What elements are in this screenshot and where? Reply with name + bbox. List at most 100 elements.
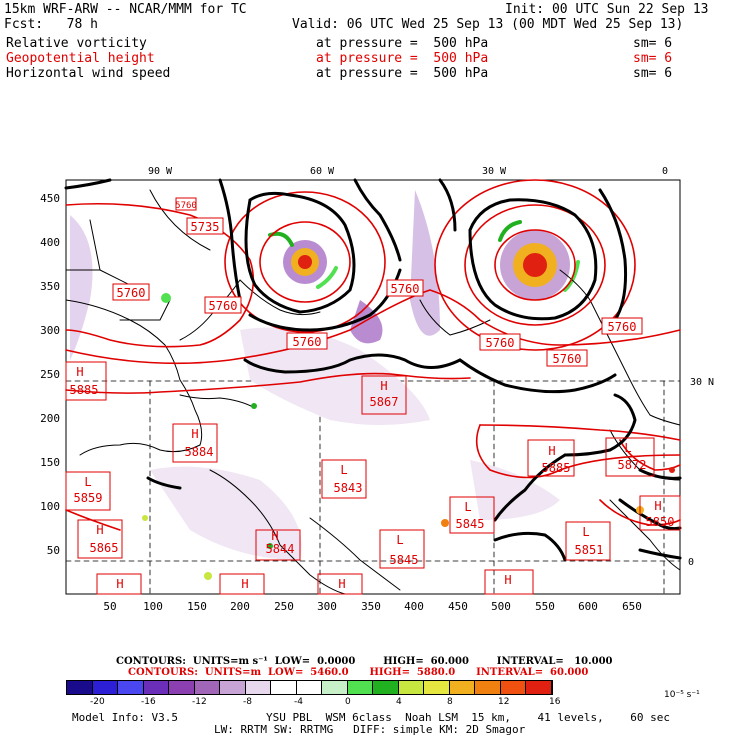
colorbar-swatch bbox=[220, 681, 246, 694]
colorbar-swatch bbox=[449, 681, 475, 694]
x-tick: 100 bbox=[143, 600, 163, 613]
colorbar-label: 8 bbox=[447, 697, 453, 707]
svg-text:L: L bbox=[624, 441, 631, 455]
height-label: 5760 bbox=[117, 286, 146, 300]
svg-text:H: H bbox=[76, 365, 83, 379]
y-tick: 300 bbox=[40, 324, 60, 337]
lon-label-60w: 60 W bbox=[310, 166, 335, 177]
x-tick: 350 bbox=[361, 600, 381, 613]
colorbar-swatch bbox=[143, 681, 169, 694]
y-tick: 350 bbox=[40, 280, 60, 293]
colorbar-label: -8 bbox=[243, 697, 252, 707]
y-tick: 450 bbox=[40, 192, 60, 205]
colorbar-label: 4 bbox=[396, 697, 402, 707]
y-tick: 150 bbox=[40, 456, 60, 469]
height-label: 5760 bbox=[391, 282, 420, 296]
field-3-level: at pressure = 500 hPa bbox=[316, 66, 489, 81]
colorbar-swatch bbox=[67, 681, 93, 694]
centre-box: H 5885 bbox=[527, 439, 575, 477]
svg-text:L: L bbox=[84, 475, 91, 489]
svg-text:L: L bbox=[582, 525, 589, 539]
field-1-level: at pressure = 500 hPa bbox=[316, 36, 489, 51]
height-label: 5760 bbox=[553, 352, 582, 366]
svg-text:H: H bbox=[654, 499, 661, 513]
y-tick: 100 bbox=[40, 500, 60, 513]
centre-box: H 5885 bbox=[65, 361, 107, 401]
y-tick: 250 bbox=[40, 368, 60, 381]
x-tick: 650 bbox=[622, 600, 642, 613]
colorbar-swatch bbox=[92, 681, 118, 694]
lat-label-30n: 30 N bbox=[690, 377, 714, 388]
init-time: Init: 00 UTC Sun 22 Sep 13 bbox=[505, 2, 709, 17]
svg-text:5885: 5885 bbox=[70, 383, 99, 397]
y-axis-ticks: 450 400 350 300 250 200 150 100 50 bbox=[40, 192, 60, 557]
svg-text:H: H bbox=[338, 577, 345, 591]
svg-text:H: H bbox=[116, 577, 123, 591]
field-3-name: Horizontal wind speed bbox=[6, 66, 171, 81]
svg-text:L: L bbox=[464, 500, 471, 514]
field-2-level: at pressure = 500 hPa bbox=[316, 51, 489, 66]
svg-text:5884: 5884 bbox=[185, 445, 214, 459]
vorticity-spots bbox=[142, 293, 675, 580]
x-tick: 150 bbox=[187, 600, 207, 613]
colorbar-label: 12 bbox=[498, 697, 510, 707]
coastlines bbox=[65, 189, 681, 595]
svg-text:H: H bbox=[191, 427, 198, 441]
valid-time: Valid: 06 UTC Wed 25 Sep 13 (00 MDT Wed … bbox=[292, 17, 684, 32]
centre-box: H bbox=[96, 573, 142, 595]
field-1-sm: sm= 6 bbox=[633, 36, 673, 51]
field-3-sm: sm= 6 bbox=[633, 66, 673, 81]
colorbar-swatch bbox=[475, 681, 501, 694]
centre-box: H 5867 bbox=[361, 375, 407, 415]
centre-box: H bbox=[317, 573, 363, 595]
svg-text:L: L bbox=[396, 533, 403, 547]
centre-box: H 5850 bbox=[639, 495, 681, 531]
vorticity-colorbar bbox=[66, 680, 553, 695]
svg-text:5872: 5872 bbox=[618, 458, 647, 472]
lon-label-30w: 30 W bbox=[482, 166, 507, 177]
field-2-sm: sm= 6 bbox=[633, 51, 673, 66]
centre-box: H 5865 bbox=[77, 519, 123, 559]
colorbar-swatch bbox=[526, 681, 552, 694]
svg-text:5885: 5885 bbox=[542, 461, 571, 475]
x-tick: 50 bbox=[103, 600, 116, 613]
height-contour-info: CONTOURS: UNITS=m LOW= 5460.0 HIGH= 5880… bbox=[128, 667, 589, 678]
svg-text:5843: 5843 bbox=[334, 481, 363, 495]
centre-box: L 5851 bbox=[565, 521, 611, 561]
colorbar-label: 0 bbox=[345, 697, 351, 707]
height-label-boxes: 5735 5760 5760 5760 5760 5760 5760 5760 … bbox=[112, 197, 643, 367]
colorbar-label: -16 bbox=[141, 697, 156, 707]
cyclone-core-east bbox=[498, 220, 580, 300]
colorbar-swatch bbox=[398, 681, 424, 694]
x-tick: 200 bbox=[230, 600, 250, 613]
svg-text:5844: 5844 bbox=[266, 542, 295, 556]
centre-box: H bbox=[484, 569, 534, 595]
lat-label-0: 0 bbox=[688, 557, 694, 568]
svg-text:5865: 5865 bbox=[90, 541, 119, 555]
centre-box: L 5872 bbox=[605, 437, 655, 477]
colorbar-swatch bbox=[347, 681, 373, 694]
colorbar-swatch bbox=[169, 681, 195, 694]
colorbar-swatch bbox=[500, 681, 526, 694]
x-tick: 500 bbox=[491, 600, 511, 613]
field-1-name: Relative vorticity bbox=[6, 36, 147, 51]
colorbar-swatch bbox=[194, 681, 220, 694]
centre-box: L 5859 bbox=[65, 471, 111, 511]
wind-contour-info: CONTOURS: UNITS=m s⁻¹ LOW= 0.0000 HIGH= … bbox=[116, 656, 613, 667]
colorbar-swatch bbox=[296, 681, 322, 694]
height-label: 5760 bbox=[209, 299, 238, 313]
x-tick: 300 bbox=[317, 600, 337, 613]
title: 15km WRF-ARW -- NCAR/MMM for TC bbox=[4, 2, 247, 17]
centre-box: L 5843 bbox=[321, 459, 367, 499]
physics-line-1: YSU PBL WSM 6class Noah LSM 15 km, 41 le… bbox=[266, 711, 670, 724]
lon-label-0: 0 bbox=[662, 166, 668, 177]
height-label: 5735 bbox=[191, 220, 220, 234]
height-label: 5760 bbox=[608, 320, 637, 334]
y-tick: 200 bbox=[40, 412, 60, 425]
colorbar-swatch bbox=[424, 681, 450, 694]
svg-text:5850: 5850 bbox=[646, 515, 675, 529]
colorbar-swatch bbox=[245, 681, 271, 694]
colorbar-label: -4 bbox=[294, 697, 303, 707]
